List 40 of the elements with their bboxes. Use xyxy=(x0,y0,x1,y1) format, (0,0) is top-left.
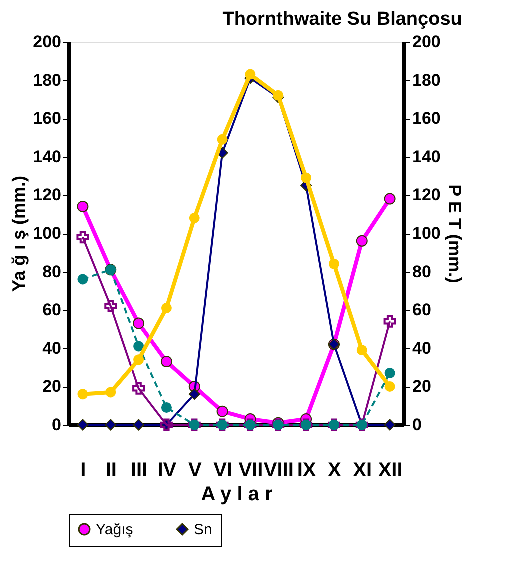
x-tick-label: VIII xyxy=(264,460,294,482)
legend-label: Yağış xyxy=(96,522,134,539)
x-tick-label: II xyxy=(106,460,117,482)
y2-tick-label: 40 xyxy=(412,338,432,358)
chart-title: Thornthwaite Su Blançosu xyxy=(222,9,462,30)
y-tick-label: 160 xyxy=(33,109,62,128)
x-tick-label: XI xyxy=(353,460,372,482)
x-axis-title: A y l a r xyxy=(201,484,273,506)
x-tick-label: IX xyxy=(297,460,317,482)
y2-tick-label: 100 xyxy=(412,224,441,243)
y2-tick-label: 180 xyxy=(412,70,441,90)
legend-label: Sn xyxy=(194,522,212,539)
y-tick-label: 140 xyxy=(33,147,62,166)
x-tick-label: X xyxy=(328,460,342,482)
x-tick-label: VII xyxy=(238,460,264,482)
y2-tick-label: 80 xyxy=(412,262,432,282)
x-tick-label: I xyxy=(80,460,86,482)
y2-tick-label: 20 xyxy=(412,377,432,396)
x-tick-label: XII xyxy=(378,460,403,482)
y-tick-label: 40 xyxy=(42,338,62,358)
y2-tick-label: 60 xyxy=(412,300,432,320)
y2-tick-label: 0 xyxy=(412,416,422,434)
y-tick-label: 60 xyxy=(42,300,62,320)
y-tick-label: 200 xyxy=(33,32,62,52)
y2-tick-label: 200 xyxy=(412,32,441,52)
y-tick-label: 0 xyxy=(52,416,62,434)
y-tick-label: 120 xyxy=(33,186,62,205)
y-axis-title: Ya ğ ı ş (mm.) xyxy=(9,176,30,292)
y-tick-label: 80 xyxy=(42,262,62,282)
y-tick-label: 180 xyxy=(33,70,62,90)
y2-tick-label: 140 xyxy=(412,147,441,166)
y-tick-label: 100 xyxy=(33,224,62,243)
y2-tick-label: 160 xyxy=(412,109,441,128)
y-tick-label: 20 xyxy=(42,377,62,396)
y2-tick-label: 120 xyxy=(412,186,441,205)
x-tick-label: V xyxy=(188,460,202,482)
x-tick-label: III xyxy=(130,460,148,482)
x-tick-label: VI xyxy=(214,460,232,482)
y2-axis-title: P E T (mm.) xyxy=(444,184,465,284)
x-tick-label: IV xyxy=(158,460,178,482)
